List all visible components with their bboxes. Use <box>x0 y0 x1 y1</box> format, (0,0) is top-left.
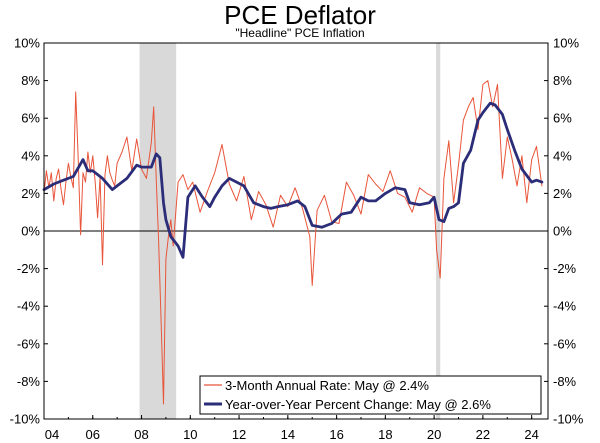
axes: 10% 10% 8% 8% 6% 6% 4% 4% 2% 2% 0% 0% -2% -2% -4% -4% -6… <box>10 36 584 443</box>
series-year-over-year <box>42 101 544 259</box>
x-tick-label: 24 <box>524 427 538 442</box>
y-tick-label-right: 4% <box>553 148 572 163</box>
x-tick-label: 12 <box>232 427 246 442</box>
x-tick-label: 22 <box>476 427 490 442</box>
y-tick-label-left: 0% <box>21 224 40 239</box>
y-tick-label-right: -4% <box>553 299 577 314</box>
x-tick-label: 10 <box>183 427 197 442</box>
y-tick-label-right: 8% <box>553 73 572 88</box>
y-tick-label-left: -10% <box>10 412 41 427</box>
legend: 3-Month Annual Rate: May @ 2.4% Year-ove… <box>199 375 542 415</box>
series-layer <box>42 80 544 405</box>
y-tick-label-right: 2% <box>553 186 572 201</box>
y-tick-label-right: -6% <box>553 336 577 351</box>
x-tick-label: 18 <box>378 427 392 442</box>
y-tick-label-left: -8% <box>17 374 41 389</box>
y-tick-label-left: 8% <box>21 73 40 88</box>
x-tick-label: 04 <box>45 427 59 442</box>
legend-label-yoy: Year-over-Year Percent Change: May @ 2.6… <box>225 397 491 412</box>
y-tick-label-left: 6% <box>21 111 40 126</box>
y-tick-label-left: -2% <box>17 261 41 276</box>
x-tick-label: 14 <box>281 427 295 442</box>
x-tick-label: 16 <box>329 427 343 442</box>
y-tick-label-left: 2% <box>21 186 40 201</box>
y-tick-label-right: 6% <box>553 111 572 126</box>
x-tick-label: 06 <box>86 427 100 442</box>
series-3-month-annual-rate <box>43 80 543 405</box>
y-tick-label-left: 10% <box>14 36 40 51</box>
y-tick-label-right: -8% <box>553 374 577 389</box>
y-tick-label-left: -4% <box>17 299 41 314</box>
x-tick-label: 08 <box>134 427 148 442</box>
y-tick-label-right: 10% <box>553 36 579 51</box>
y-tick-label-right: 0% <box>553 224 572 239</box>
legend-label-3month: 3-Month Annual Rate: May @ 2.4% <box>225 378 429 393</box>
chart-subtitle: "Headline" PCE Inflation <box>235 26 365 40</box>
y-tick-label-right: -2% <box>553 261 577 276</box>
y-tick-label-right: -10% <box>553 412 584 427</box>
x-tick-label: 20 <box>427 427 441 442</box>
y-tick-label-left: -6% <box>17 336 41 351</box>
y-tick-label-left: 4% <box>21 148 40 163</box>
chart-title: PCE Deflator <box>224 0 376 30</box>
legend-box <box>199 375 542 415</box>
